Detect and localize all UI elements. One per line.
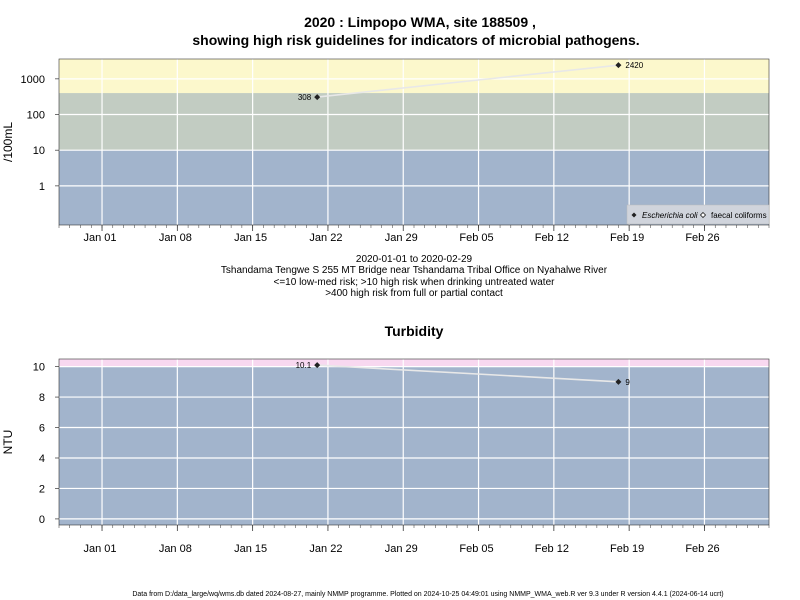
x-tick-label: Jan 01 bbox=[84, 543, 117, 555]
turbidity-y-axis-ticks bbox=[55, 366, 59, 520]
legend: Escherichia coli faecal coliforms bbox=[626, 204, 770, 225]
x-axis-labels: Jan 01 Jan 08 Jan 15 Jan 22 Jan 29 Feb 05 Feb … bbox=[84, 232, 720, 244]
caption-risk-low: <=10 low-med risk; >10 high risk when dr… bbox=[274, 277, 556, 288]
x-tick-label: Jan 22 bbox=[309, 543, 342, 555]
risk-band-2 bbox=[59, 359, 769, 367]
series-line bbox=[317, 364, 619, 383]
data-point-label: 9 bbox=[625, 378, 630, 387]
gridlines bbox=[59, 59, 769, 225]
data-point-marker bbox=[314, 362, 321, 369]
y-axis-title: /100mL bbox=[1, 122, 15, 162]
footer-note: Data from D:/data_large/wq/wms.db dated … bbox=[132, 591, 723, 598]
legend-entry-e-coli: Escherichia coli bbox=[642, 211, 698, 220]
legend-entry-faecal-coliforms: faecal coliforms bbox=[711, 211, 767, 220]
y-axis-ticks bbox=[55, 78, 59, 187]
x-tick-label: Jan 15 bbox=[234, 232, 267, 244]
y-tick-label: 1 bbox=[39, 181, 45, 193]
turbidity-x-axis-labels: Jan 01 Jan 08 Jan 15 Jan 22 Jan 29 Feb 05 Feb … bbox=[84, 543, 720, 555]
x-tick-label: Jan 08 bbox=[159, 232, 192, 244]
x-tick-label: Feb 26 bbox=[685, 543, 719, 555]
series-line bbox=[317, 64, 619, 98]
y-tick-label: 6 bbox=[39, 423, 45, 435]
x-tick-label: Jan 01 bbox=[84, 232, 117, 244]
chart-title-line2: showing high risk guidelines for indicat… bbox=[192, 32, 639, 48]
y-tick-label: 10 bbox=[33, 145, 45, 157]
y-tick-label: 10 bbox=[33, 362, 45, 374]
data-point-label: 2420 bbox=[625, 61, 643, 70]
x-tick-label: Jan 15 bbox=[234, 543, 267, 555]
x-tick-label: Jan 22 bbox=[309, 232, 342, 244]
risk-band-2 bbox=[59, 93, 769, 151]
legend-open-diamond-icon bbox=[699, 211, 707, 219]
turbidity-x-axis-ticks bbox=[58, 525, 770, 531]
turbidity-y-axis-labels: 0 2 4 6 8 10 bbox=[33, 362, 45, 526]
y-tick-label: 1000 bbox=[21, 74, 45, 86]
turbidity-title: Turbidity bbox=[385, 323, 444, 339]
chart-title-line1: 2020 : Limpopo WMA, site 188509 , bbox=[304, 14, 536, 30]
caption-site: Tshandama Tengwe S 255 MT Bridge near Ts… bbox=[221, 265, 608, 276]
x-tick-label: Jan 08 bbox=[159, 543, 192, 555]
data-point-marker bbox=[314, 94, 321, 101]
x-tick-label: Feb 26 bbox=[685, 232, 719, 244]
legend-box bbox=[626, 204, 770, 225]
turbidity-bands bbox=[59, 359, 769, 525]
x-axis-ticks bbox=[58, 225, 770, 231]
y-tick-label: 0 bbox=[39, 514, 45, 526]
data-point-label: 10.1 bbox=[296, 361, 312, 370]
x-tick-label: Feb 12 bbox=[535, 543, 569, 555]
series-e-coli: 308 2420 bbox=[298, 61, 644, 102]
data-point-label: 308 bbox=[298, 93, 312, 102]
y-tick-label: 4 bbox=[39, 453, 45, 465]
data-point-marker bbox=[615, 62, 622, 69]
x-tick-label: Jan 29 bbox=[385, 543, 418, 555]
y-tick-label: 8 bbox=[39, 392, 45, 404]
legend-filled-diamond-icon bbox=[631, 212, 637, 218]
risk-band-1 bbox=[59, 366, 769, 525]
x-tick-label: Jan 29 bbox=[385, 232, 418, 244]
y-axis-labels: 1 10 100 1000 bbox=[21, 74, 45, 193]
turbidity-y-axis-title: NTU bbox=[1, 430, 15, 455]
risk-band-3 bbox=[59, 59, 769, 94]
turbidity-gridlines bbox=[59, 359, 769, 525]
data-point-marker bbox=[615, 378, 622, 385]
x-tick-label: Feb 05 bbox=[459, 543, 493, 555]
x-tick-label: Feb 19 bbox=[610, 232, 644, 244]
caption-date-range: 2020-01-01 to 2020-02-29 bbox=[356, 254, 473, 265]
risk-bands bbox=[59, 59, 769, 225]
series-turbidity: 10.19 bbox=[296, 361, 631, 387]
y-tick-label: 100 bbox=[27, 110, 45, 122]
x-tick-label: Feb 05 bbox=[459, 232, 493, 244]
caption-risk-high: >400 high risk from full or partial cont… bbox=[325, 288, 503, 299]
x-tick-label: Feb 12 bbox=[535, 232, 569, 244]
x-tick-label: Feb 19 bbox=[610, 543, 644, 555]
y-tick-label: 2 bbox=[39, 483, 45, 495]
